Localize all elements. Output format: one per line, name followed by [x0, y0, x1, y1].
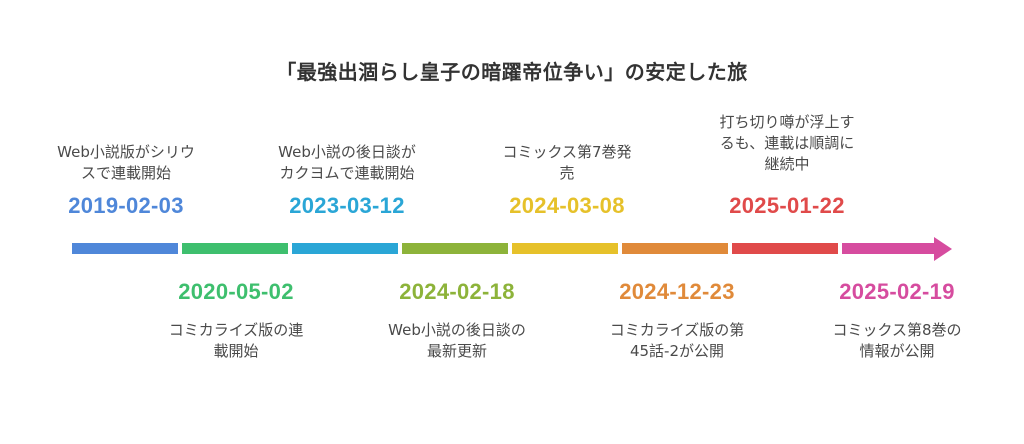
- event-4-date: 2024-02-18: [399, 279, 515, 304]
- timeline-event-7: 打ち切り噂が浮上す るも、連載は順調に 継続中 2025-01-22: [697, 0, 877, 240]
- timeline-event-3: Web小説の後日談が カクヨムで連載開始 2023-03-12: [257, 0, 437, 240]
- timeline-segment-6: [622, 243, 728, 254]
- event-3-desc-line1: Web小説の後日談が: [278, 143, 416, 161]
- diagram-title: 「最強出涸らし皇子の暗躍帝位争い」の安定した旅: [276, 60, 748, 84]
- timeline-arrow-head: [934, 237, 952, 261]
- event-7-desc-line3: 継続中: [764, 155, 810, 173]
- timeline-event-5: コミックス第7巻発 売 2024-03-08: [477, 0, 657, 240]
- timeline-event-1: Web小説版がシリウ スで連載開始 2019-02-03: [36, 0, 216, 240]
- event-8-desc-line1: コミックス第8巻の: [832, 321, 962, 339]
- event-8-desc-line2: 情報が公開: [859, 342, 935, 360]
- event-5-desc-line1: コミックス第7巻発: [502, 143, 632, 161]
- timeline-segment-8: [842, 243, 936, 254]
- event-7-desc-line2: るも、連載は順調に: [719, 134, 855, 152]
- timeline-segment-3: [292, 243, 398, 254]
- timeline-event-4: 2024-02-18 Web小説の後日談の 最新更新: [367, 0, 547, 444]
- event-5-desc-line2: 売: [559, 164, 575, 182]
- event-6-desc-line2: 45話-2が公開: [629, 342, 725, 360]
- event-3-date: 2023-03-12: [289, 193, 405, 218]
- event-1-date: 2019-02-03: [68, 193, 184, 218]
- event-7-date: 2025-01-22: [729, 193, 845, 218]
- event-8-date: 2025-02-19: [839, 279, 955, 304]
- event-6-desc-line1: コミカライズ版の第: [609, 321, 745, 339]
- timeline-segment-5: [512, 243, 618, 254]
- timeline-event-2: 2020-05-02 コミカライズ版の連 載開始: [146, 0, 326, 444]
- event-2-date: 2020-05-02: [178, 279, 294, 304]
- timeline-segment-1: [72, 243, 178, 254]
- event-2-desc-line1: コミカライズ版の連: [168, 321, 304, 339]
- timeline-segment-2: [182, 243, 288, 254]
- timeline-segment-4: [402, 243, 508, 254]
- timeline-event-6: 2024-12-23 コミカライズ版の第 45話-2が公開: [587, 0, 767, 444]
- timeline-segment-7: [732, 243, 838, 254]
- event-5-date: 2024-03-08: [509, 193, 625, 218]
- event-3-desc-line2: カクヨムで連載開始: [279, 164, 415, 182]
- timeline-event-8: 2025-02-19 コミックス第8巻の 情報が公開: [807, 0, 987, 444]
- event-1-desc-line2: スで連載開始: [80, 164, 171, 182]
- event-6-date: 2024-12-23: [619, 279, 735, 304]
- event-2-desc-line2: 載開始: [213, 342, 259, 360]
- event-4-desc-line1: Web小説の後日談の: [388, 321, 526, 339]
- event-7-desc-line1: 打ち切り噂が浮上す: [719, 113, 855, 131]
- event-4-desc-line2: 最新更新: [426, 342, 487, 360]
- event-1-desc-line1: Web小説版がシリウ: [57, 143, 195, 161]
